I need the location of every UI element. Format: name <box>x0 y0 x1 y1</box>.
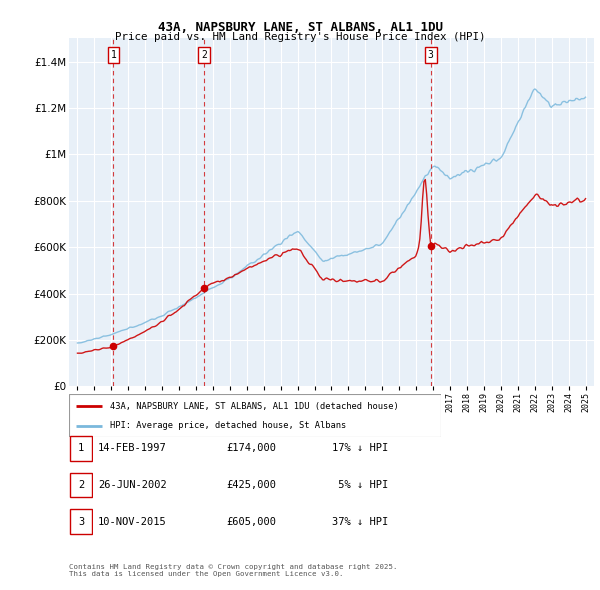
Text: 10-NOV-2015: 10-NOV-2015 <box>98 517 167 526</box>
FancyBboxPatch shape <box>69 394 441 437</box>
Text: 43A, NAPSBURY LANE, ST ALBANS, AL1 1DU: 43A, NAPSBURY LANE, ST ALBANS, AL1 1DU <box>157 21 443 34</box>
Text: 1: 1 <box>78 444 84 453</box>
FancyBboxPatch shape <box>70 509 92 534</box>
FancyBboxPatch shape <box>70 436 92 461</box>
Text: 37% ↓ HPI: 37% ↓ HPI <box>332 517 388 526</box>
Text: £425,000: £425,000 <box>227 480 277 490</box>
Text: Price paid vs. HM Land Registry's House Price Index (HPI): Price paid vs. HM Land Registry's House … <box>115 32 485 42</box>
Text: 14-FEB-1997: 14-FEB-1997 <box>98 444 167 453</box>
Text: 5% ↓ HPI: 5% ↓ HPI <box>332 480 388 490</box>
Text: Contains HM Land Registry data © Crown copyright and database right 2025.
This d: Contains HM Land Registry data © Crown c… <box>69 564 398 577</box>
Text: 26-JUN-2002: 26-JUN-2002 <box>98 480 167 490</box>
FancyBboxPatch shape <box>70 473 92 497</box>
Text: 3: 3 <box>78 517 84 526</box>
Text: 43A, NAPSBURY LANE, ST ALBANS, AL1 1DU (detached house): 43A, NAPSBURY LANE, ST ALBANS, AL1 1DU (… <box>110 402 398 411</box>
Text: 2: 2 <box>202 50 207 60</box>
Text: 1: 1 <box>110 50 116 60</box>
Text: £174,000: £174,000 <box>227 444 277 453</box>
Text: 17% ↓ HPI: 17% ↓ HPI <box>332 444 388 453</box>
Text: HPI: Average price, detached house, St Albans: HPI: Average price, detached house, St A… <box>110 421 346 431</box>
Text: 2: 2 <box>78 480 84 490</box>
Text: £605,000: £605,000 <box>227 517 277 526</box>
Text: 3: 3 <box>428 50 434 60</box>
